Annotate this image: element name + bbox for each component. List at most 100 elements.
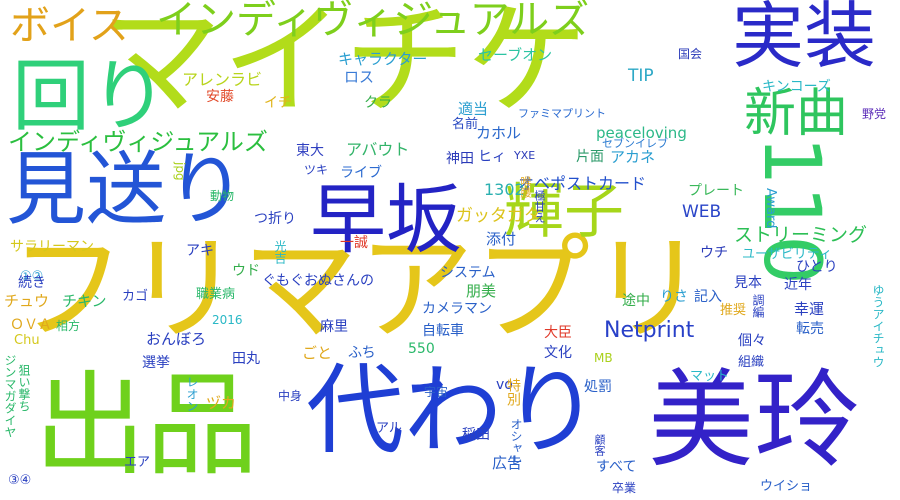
cloud-word: TIP <box>628 66 654 86</box>
cloud-word: ライブ <box>340 165 382 181</box>
cloud-word: マット <box>690 369 730 384</box>
cloud-word: 近年 <box>784 277 812 293</box>
cloud-word: チュウ <box>4 292 50 310</box>
cloud-word: インディヴィジュアルズ <box>156 0 590 43</box>
cloud-word: ファミマプリント <box>518 107 606 120</box>
cloud-word: 国会 <box>678 47 703 61</box>
cloud-word: イチ <box>264 95 292 111</box>
cloud-word: peaceloving <box>596 124 687 142</box>
cloud-word: オベポストカード <box>518 174 647 193</box>
cloud-word: キャラクター <box>338 50 428 68</box>
cloud-word: ヅカ <box>206 394 237 412</box>
cloud-word: レオン <box>185 376 199 412</box>
cloud-word: ぐもぐおぬさんの <box>262 273 374 289</box>
cloud-word: 回り <box>12 52 169 142</box>
cloud-word: 調編 <box>751 294 765 318</box>
cloud-word: つ折り <box>254 211 296 227</box>
cloud-word: Netprint <box>604 318 695 343</box>
cloud-word: 狙い撃ち <box>17 364 31 412</box>
cloud-word: インディヴィジュアルズ <box>8 128 268 156</box>
cloud-word: 片面 <box>576 149 604 165</box>
cloud-word: ウチ <box>700 245 728 261</box>
cloud-word: システム <box>440 265 496 281</box>
cloud-word: 実装 <box>732 0 877 78</box>
cloud-word: ウド <box>232 263 260 279</box>
cloud-word: アレンラビ <box>182 70 263 89</box>
cloud-word: 朋美 <box>466 282 497 300</box>
cloud-word: 1302 <box>484 180 525 199</box>
cloud-word: 幸運 <box>794 300 825 318</box>
cloud-word: 輝子 <box>504 177 624 247</box>
cloud-word: 東大 <box>296 143 324 159</box>
cloud-word: 光吉 <box>273 240 287 264</box>
cloud-word: Award <box>763 188 778 229</box>
cloud-word: 処罰 <box>584 379 612 395</box>
cloud-word: ふち <box>348 345 376 361</box>
cloud-word: 宇宙 <box>424 385 449 399</box>
cloud-word: 職業病 <box>196 287 236 302</box>
cloud-word: 名前 <box>452 117 479 132</box>
cloud-word: 見本 <box>734 275 762 291</box>
cloud-word: 早坂 <box>310 175 462 264</box>
cloud-word: 一誠 <box>340 235 368 251</box>
cloud-word: アル <box>376 421 402 436</box>
cloud-word: vo <box>496 377 513 393</box>
cloud-word: マイチケ <box>100 0 588 132</box>
cloud-word: ＯＶＡ <box>10 317 52 333</box>
cloud-word: ③④ <box>8 473 32 488</box>
cloud-word: ゆうアイチュウ <box>871 284 885 368</box>
cloud-word: 記入 <box>694 289 722 305</box>
cloud-word: 自転車 <box>422 323 464 339</box>
cloud-word: オシャレ <box>509 418 523 466</box>
cloud-word: 安藤 <box>206 89 234 105</box>
cloud-word: 卒業 <box>612 481 637 495</box>
cloud-word: カホル <box>476 124 522 142</box>
cloud-word: 見送り <box>6 143 246 236</box>
cloud-word: 550 <box>408 341 435 357</box>
cloud-word: ウイショ <box>760 479 813 494</box>
cloud-word: 麻里 <box>320 319 348 335</box>
cloud-word: ユーザビリティ <box>742 247 832 262</box>
cloud-word: ①② <box>20 269 44 284</box>
cloud-word: 広告 <box>492 454 523 472</box>
cloud-word: キンコーズ <box>762 79 831 95</box>
cloud-word: 組織 <box>738 355 765 370</box>
cloud-word: 110 <box>746 136 836 285</box>
cloud-word: 続き <box>18 275 46 291</box>
cloud-word: jpg <box>173 162 187 181</box>
cloud-word: フリマアプリ <box>10 222 706 357</box>
cloud-word: 途中 <box>622 293 650 309</box>
cloud-word: 転売 <box>796 321 824 337</box>
cloud-word: YXE <box>514 149 536 162</box>
cloud-word: 適当 <box>458 100 489 118</box>
cloud-word: 野党 <box>862 107 887 121</box>
cloud-word: アバウト <box>346 140 410 159</box>
cloud-word: サラリーマン <box>10 239 94 255</box>
cloud-word: ボイス <box>10 3 129 49</box>
cloud-word: Chu <box>14 333 40 348</box>
cloud-word: 神田 <box>446 151 474 167</box>
cloud-word: 出品 <box>34 361 258 491</box>
cloud-word: 中身 <box>278 389 303 403</box>
cloud-word: 喉腰 <box>519 176 532 198</box>
cloud-word: 田丸 <box>232 351 260 367</box>
cloud-word: 選挙 <box>142 355 170 371</box>
cloud-word: ひとり <box>796 259 838 275</box>
cloud-word: 文化 <box>544 345 572 361</box>
cloud-word: 添付 <box>486 230 517 248</box>
cloud-word: 動物 <box>210 189 235 203</box>
cloud-word: セブンイレブ <box>602 137 668 150</box>
cloud-word: WEB <box>682 202 722 222</box>
cloud-word: 美玲 <box>648 359 860 482</box>
cloud-word: アキ <box>186 243 214 259</box>
cloud-word: 大臣 <box>544 325 572 341</box>
cloud-word: セーブオン <box>478 46 553 64</box>
cloud-word: 代わり <box>306 354 601 468</box>
cloud-word: ごと <box>302 344 333 362</box>
cloud-word: MB <box>594 351 613 365</box>
cloud-word: 極甘え <box>533 190 546 223</box>
cloud-word: 稲田 <box>462 427 490 443</box>
cloud-word: ストリーミング <box>734 224 868 246</box>
cloud-word: りさ <box>660 289 688 305</box>
